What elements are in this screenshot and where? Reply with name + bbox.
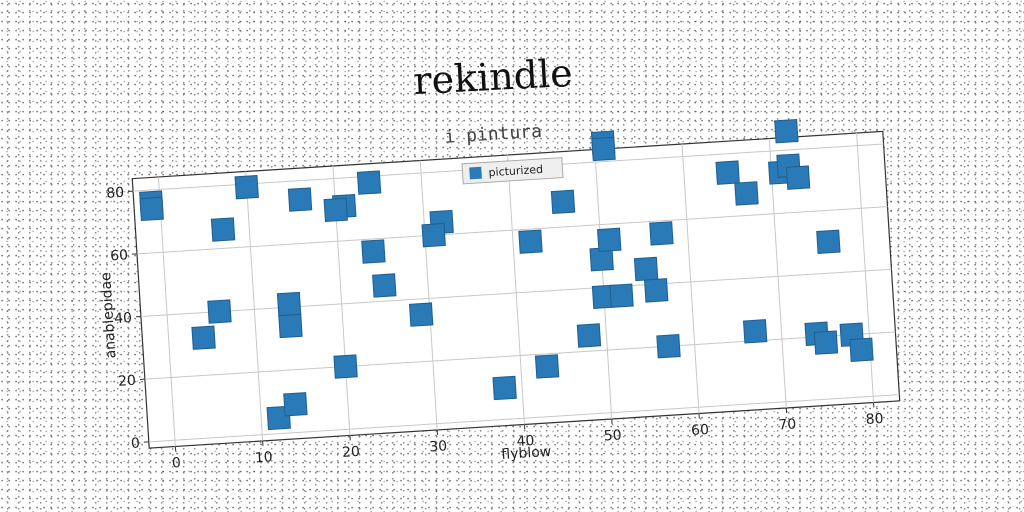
scatter-point — [597, 227, 622, 253]
y-grid-line — [136, 206, 888, 255]
scatter-point — [656, 334, 681, 359]
scatter-point — [333, 354, 358, 379]
y-grid-line — [140, 268, 892, 317]
scatter-point — [534, 354, 560, 379]
x-grid-line — [594, 149, 613, 420]
scatter-point — [191, 325, 216, 350]
x-tick-label: 40 — [516, 433, 535, 450]
scatter-point — [276, 291, 302, 317]
y-tick-label: 0 — [130, 435, 140, 452]
legend-marker — [469, 166, 482, 180]
scatter-point — [849, 337, 874, 363]
scatter-point — [518, 229, 543, 254]
x-tick-label: 30 — [429, 438, 448, 455]
x-grid-line — [419, 160, 438, 431]
plot-group: i pintura 0 10 20 30 40 50 60 70 80 0 20 40 60 80 pic… — [98, 118, 901, 472]
scatter-point — [234, 174, 259, 200]
legend: picturized — [461, 157, 564, 185]
x-tick-label: 10 — [254, 449, 273, 466]
x-grid-line — [245, 171, 264, 441]
scatter-point — [742, 319, 768, 344]
scatter-point — [774, 118, 799, 144]
y-grid-line — [148, 394, 900, 443]
scatter-point — [492, 375, 517, 401]
scatter-point — [785, 165, 811, 190]
x-tick-label: 70 — [778, 416, 797, 433]
scatter-point — [372, 273, 397, 298]
x-tick-label: 80 — [865, 411, 884, 428]
scatter-point — [408, 302, 434, 327]
scatter-point — [550, 189, 576, 215]
scatter-point — [734, 181, 759, 206]
y-tick-label: 80 — [106, 185, 125, 202]
x-grid-line — [681, 144, 700, 414]
x-tick-label: 50 — [603, 427, 622, 444]
scatter-point — [609, 283, 634, 308]
scatter-point — [649, 221, 674, 246]
chart-subtitle: i pintura — [444, 121, 543, 148]
y-tick-label: 40 — [114, 310, 133, 327]
scatter-point — [323, 197, 348, 223]
x-grid-line — [507, 154, 525, 425]
x-tick-label: 20 — [342, 444, 361, 461]
axis-ticks: 0 10 20 30 40 50 60 70 80 0 20 40 60 80 — [106, 185, 884, 472]
y-grid-line — [144, 331, 896, 380]
legend-box — [461, 157, 564, 185]
y-tick-label: 60 — [110, 247, 129, 264]
scatter-point — [139, 196, 164, 222]
scatter-point — [356, 170, 382, 195]
legend-label: picturized — [488, 163, 543, 179]
y-axis-label: anablepidae — [98, 272, 119, 359]
y-tick-label: 20 — [118, 373, 137, 390]
x-tick-label: 0 — [172, 455, 182, 472]
scatter-point — [591, 136, 616, 162]
scatter-point — [813, 330, 839, 355]
scatter-point — [633, 256, 659, 282]
scatter-point — [361, 239, 386, 264]
scatter-point — [644, 278, 669, 303]
scatter-point — [421, 222, 446, 248]
scatter-point — [283, 392, 308, 417]
scatter-point — [816, 229, 841, 254]
scatter-point — [207, 299, 232, 324]
scatter-point — [287, 187, 313, 212]
scatter-point — [715, 160, 740, 185]
scatter-point — [210, 217, 236, 242]
scatter-point — [278, 313, 303, 339]
data-points — [139, 118, 874, 431]
scatter-point — [576, 323, 602, 348]
x-grid-line — [157, 176, 176, 447]
x-axis-label: flyblow — [501, 444, 552, 463]
x-tick-label: 60 — [691, 422, 710, 439]
chart-title: rekindle — [412, 51, 573, 103]
